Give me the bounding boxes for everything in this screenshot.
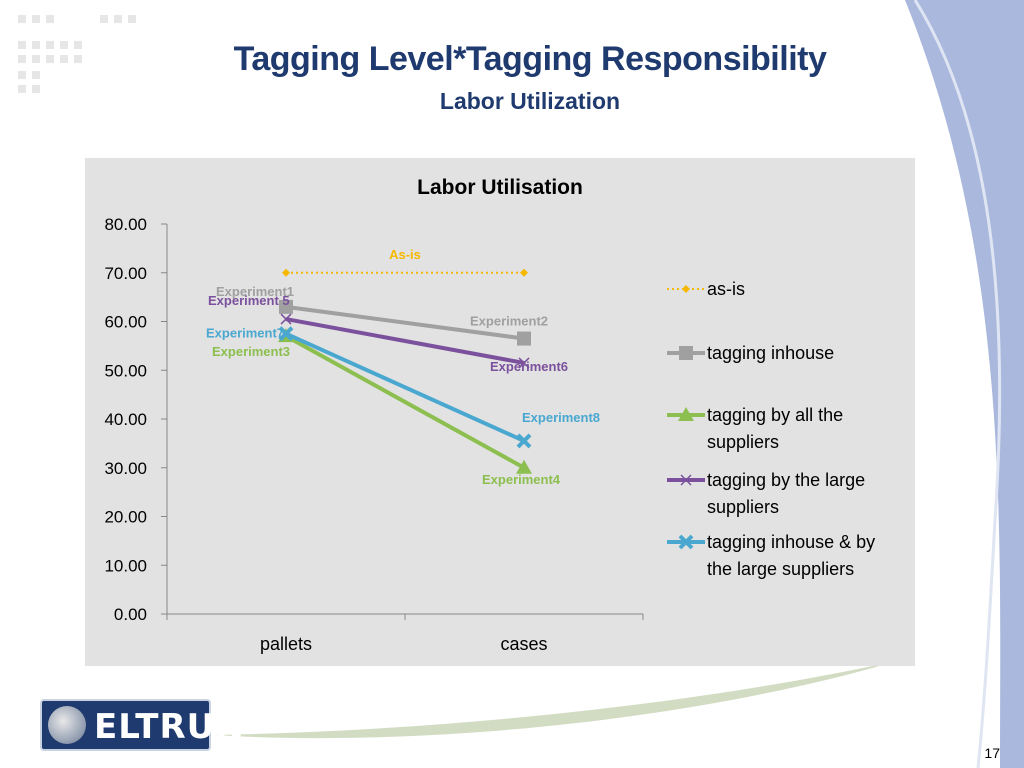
data-point-4-1 [516, 433, 532, 449]
y-tick-label: 20.00 [104, 508, 147, 527]
logo-seal-icon [48, 706, 86, 744]
legend-marker-2 [678, 407, 694, 421]
legend-label-2: suppliers [707, 432, 779, 452]
legend-label-3: suppliers [707, 497, 779, 517]
y-tick-label: 80.00 [104, 215, 147, 234]
data-point-1-1 [517, 331, 531, 346]
data-label-2-1: Experiment4 [482, 472, 561, 487]
series-line-2 [285, 334, 525, 470]
legend-label-2: tagging by all the [707, 405, 843, 425]
page-number: 17 [984, 745, 1000, 761]
data-label-4-1: Experiment8 [522, 410, 600, 425]
data-label-2-0: Experiment3 [212, 344, 290, 359]
legend-marker-0 [682, 285, 690, 293]
data-label-0-0: As-is [389, 247, 421, 262]
x-tick-label: cases [500, 634, 547, 654]
legend-label-3: tagging by the large [707, 470, 865, 490]
footer-swoosh-shape [215, 660, 900, 739]
legend-label-4: the large suppliers [707, 559, 854, 579]
y-tick-label: 30.00 [104, 459, 147, 478]
x-tick-label: pallets [260, 634, 312, 654]
data-point-3-1 [518, 357, 530, 369]
data-label-3-0: Experiment 5 [208, 293, 290, 308]
data-label-1-1: Experiment2 [470, 314, 548, 329]
chart-title: Labor Utilisation [417, 176, 583, 199]
y-tick-label: 60.00 [104, 313, 147, 332]
corner-swoosh-highlight [913, 0, 1002, 768]
legend-marker-4 [678, 534, 694, 550]
legend-label-1: tagging inhouse [707, 343, 834, 363]
data-point-3-0 [280, 313, 292, 325]
data-point-0-0 [282, 268, 290, 277]
legend-label-4: tagging inhouse & by [707, 532, 875, 552]
y-tick-label: 10.00 [104, 556, 147, 575]
series-line-1 [285, 304, 525, 341]
data-point-2-1 [516, 459, 532, 474]
legend-marker-1 [679, 346, 693, 360]
chart-panel: Labor Utilisation 0.00 10.00 20.00 30.00 40.0… [85, 158, 915, 666]
slide-subtitle: Labor Utilization [439, 88, 621, 114]
data-point-0-1 [520, 268, 528, 277]
legend-label-0: as-is [707, 279, 745, 299]
corner-swoosh-shape [905, 0, 1024, 768]
data-point-4-0 [278, 326, 294, 342]
legend-marker-3 [680, 474, 692, 486]
y-tick-label: 70.00 [104, 264, 147, 283]
slide-title: Tagging Level*Tagging Responsibility [233, 40, 827, 78]
data-label-1-0: Experiment1 [216, 284, 294, 299]
y-tick-label: 0.00 [114, 605, 147, 624]
y-tick-label: 50.00 [104, 361, 147, 380]
series-line-4 [285, 331, 525, 443]
y-tick-label: 40.00 [104, 410, 147, 429]
labor-utilisation-chart: Labor Utilisation 0.00 10.00 20.00 30.00 40.0… [104, 176, 875, 654]
data-label-3-1: Experiment6 [490, 359, 568, 374]
logo-text: ELTRUN [94, 707, 245, 747]
data-point-1-0 [279, 299, 293, 314]
data-label-4-0: Experiment7 [206, 326, 284, 341]
eltrun-logo: ELTRUN [40, 699, 244, 751]
series-line-3 [285, 317, 525, 365]
